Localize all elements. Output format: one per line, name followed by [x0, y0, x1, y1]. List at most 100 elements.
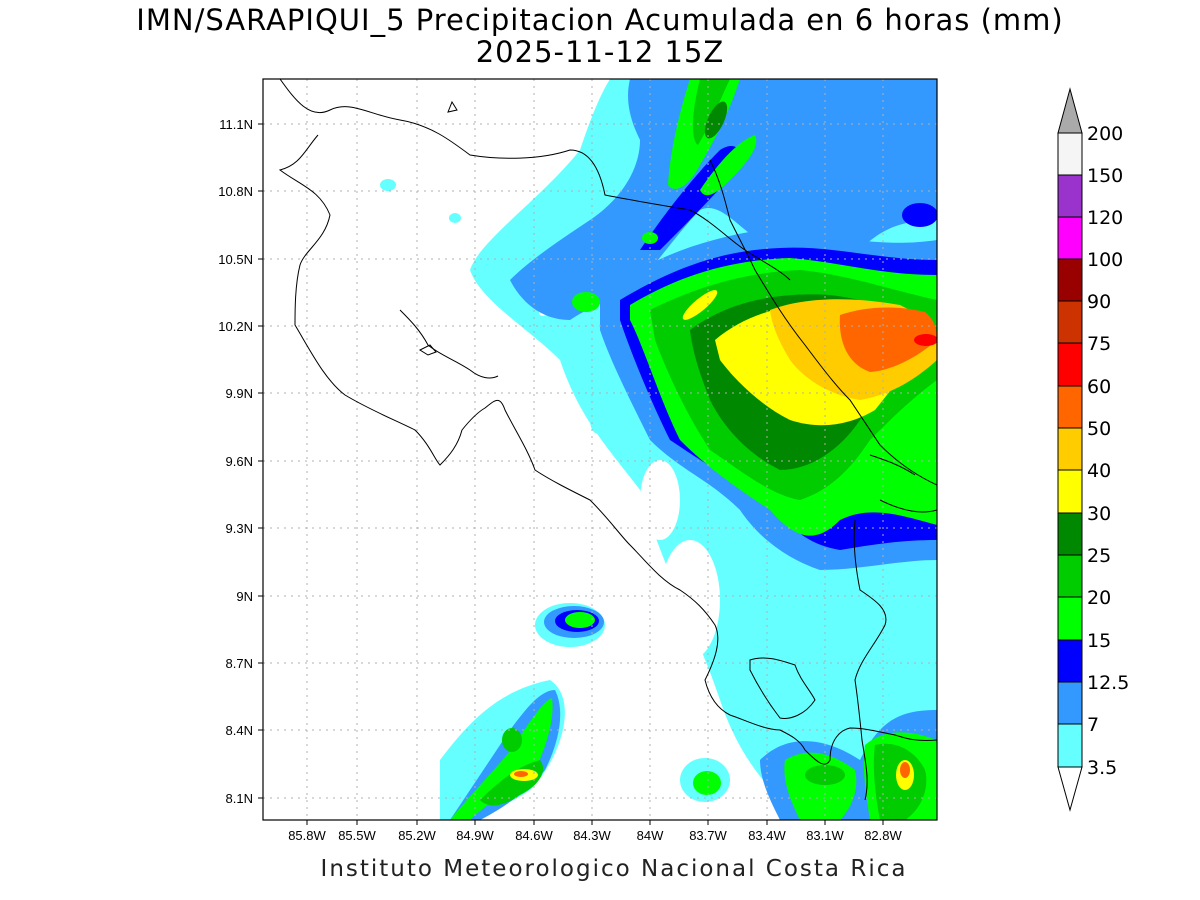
- colorbar-label: 30: [1087, 503, 1111, 525]
- lat-label: 8.7N: [226, 656, 253, 671]
- island-coast: [447, 100, 458, 113]
- colorbar-label: 25: [1087, 545, 1111, 567]
- colorbar-swatch-90-100: [1057, 258, 1083, 302]
- colorbar-label: 75: [1087, 333, 1111, 355]
- colorbar-swatch-75-90: [1057, 300, 1083, 344]
- lon-label: 84.9W: [456, 828, 494, 843]
- precip-area-15: [450, 698, 553, 820]
- precip-area-3.5: [722, 684, 758, 716]
- island-coast: [418, 344, 437, 356]
- lat-label: 9.3N: [226, 521, 253, 536]
- map-title: IMN/SARAPIQUI_5 Precipitacion Acumulada …: [136, 3, 1064, 37]
- precip-gap: [660, 540, 720, 660]
- colorbar-label: 150: [1087, 165, 1123, 187]
- precip-gap: [640, 460, 680, 540]
- lat-label: 11.1N: [219, 117, 253, 132]
- colorbar-swatch-50-60: [1057, 385, 1083, 429]
- lon-label: 84W: [637, 828, 664, 843]
- colorbar-label: 3.5: [1087, 757, 1117, 779]
- colorbar-label: 15: [1087, 630, 1111, 652]
- colorbar-swatch-3.5-7: [1057, 723, 1083, 768]
- lon-label: 84.6W: [515, 828, 553, 843]
- lat-label: 9.6N: [226, 454, 253, 469]
- colorbar-label: 100: [1087, 249, 1123, 271]
- colorbar-swatch-15-20: [1057, 596, 1083, 641]
- colorbar-swatch-40-50: [1057, 427, 1083, 471]
- lat-label: 8.1N: [226, 791, 253, 806]
- colorbar-label: 200: [1087, 123, 1123, 145]
- colorbar-label: 40: [1087, 460, 1111, 482]
- nicaragua-border: [279, 79, 791, 281]
- precip-area-60: [914, 334, 937, 346]
- precip-area-25: [704, 101, 728, 139]
- osa-peninsula-coast: [749, 657, 816, 719]
- precip-area-7: [510, 79, 937, 320]
- map-frame: [262, 78, 938, 821]
- lon-label: 83.7W: [689, 828, 727, 843]
- colorbar-label: 20: [1087, 587, 1111, 609]
- credit-footer: Instituto Meteorologico Nacional Costa R…: [320, 856, 908, 882]
- precip-area-30: [682, 290, 718, 320]
- precip-area-20: [502, 728, 522, 752]
- colorbar-swatch-20-25: [1057, 554, 1083, 598]
- precip-area-15: [902, 493, 937, 517]
- lon-label: 82.8W: [864, 828, 902, 843]
- map-grid: [263, 79, 937, 820]
- map-datetime: 2025-11-12 15Z: [475, 35, 725, 69]
- colorbar-label: 90: [1087, 291, 1111, 313]
- precip-area-12.5: [902, 203, 937, 227]
- precip-area-15: [572, 292, 600, 312]
- precip-area-3.5: [590, 406, 606, 434]
- lat-label: 9.9N: [226, 386, 253, 401]
- precip-area-3.5: [593, 368, 617, 388]
- colorbar-swatch-150-200: [1057, 132, 1083, 176]
- lon-label: 83.4W: [748, 828, 786, 843]
- precip-area-15: [565, 612, 595, 628]
- colorbar-label: 60: [1087, 376, 1111, 398]
- lon-label: 85.2W: [398, 828, 436, 843]
- colorbar-label: 12.5: [1087, 672, 1129, 694]
- precip-area-20: [805, 765, 845, 785]
- lat-label: 10.5N: [218, 252, 253, 267]
- precip-area-15: [700, 135, 757, 196]
- bocas-coast: [869, 454, 937, 513]
- lat-label: 10.2N: [218, 319, 253, 334]
- colorbar-label: 120: [1087, 207, 1123, 229]
- colorbar: 200 150 120 100 90 75 60 50 40 30 25 20 …: [1057, 87, 1129, 812]
- colorbar-label: 50: [1087, 418, 1111, 440]
- colorbar-over-arrow: [1057, 87, 1083, 134]
- nicoya-gulf-coast: [399, 309, 499, 379]
- colorbar-under-arrow: [1057, 766, 1083, 812]
- precip-area-50: [514, 771, 528, 777]
- coastlines: [278, 79, 937, 801]
- longitude-labels: 85.8W 85.5W 85.2W 84.9W 84.6W 84.3W 84W …: [288, 828, 902, 843]
- lon-label: 83.1W: [806, 828, 844, 843]
- colorbar-swatch-12.5-15: [1057, 639, 1083, 683]
- panama-border: [853, 519, 887, 801]
- caribbean-coast: [709, 159, 937, 486]
- lat-label: 10.8N: [218, 184, 253, 199]
- lon-label: 85.8W: [288, 828, 326, 843]
- precip-area-50: [900, 762, 910, 778]
- colorbar-swatch-25-30: [1057, 512, 1083, 556]
- precip-area-50: [839, 307, 937, 372]
- precip-area-3.5: [380, 179, 396, 191]
- lat-label: 8.4N: [226, 723, 253, 738]
- precip-area-3.5: [449, 213, 461, 223]
- precipitation-fields: [380, 79, 937, 820]
- lon-label: 84.3W: [573, 828, 611, 843]
- colorbar-swatch-30-40: [1057, 469, 1083, 514]
- colorbar-swatch-60-75: [1057, 342, 1083, 387]
- colorbar-swatch-120-150: [1057, 174, 1083, 218]
- latitude-labels: 11.1N 10.8N 10.5N 10.2N 9.9N 9.6N 9.3N 9…: [218, 117, 253, 806]
- colorbar-label: 7: [1087, 714, 1099, 736]
- precip-area-15: [642, 232, 658, 244]
- colorbar-swatch-100-120: [1057, 216, 1083, 260]
- colorbar-swatch-7-12.5: [1057, 681, 1083, 725]
- lat-label: 9N: [236, 589, 253, 604]
- axis-ticks: [258, 123, 884, 825]
- costa-rica-pacific-coast: [278, 134, 937, 765]
- precip-area-15: [693, 771, 721, 795]
- lon-label: 85.5W: [338, 828, 376, 843]
